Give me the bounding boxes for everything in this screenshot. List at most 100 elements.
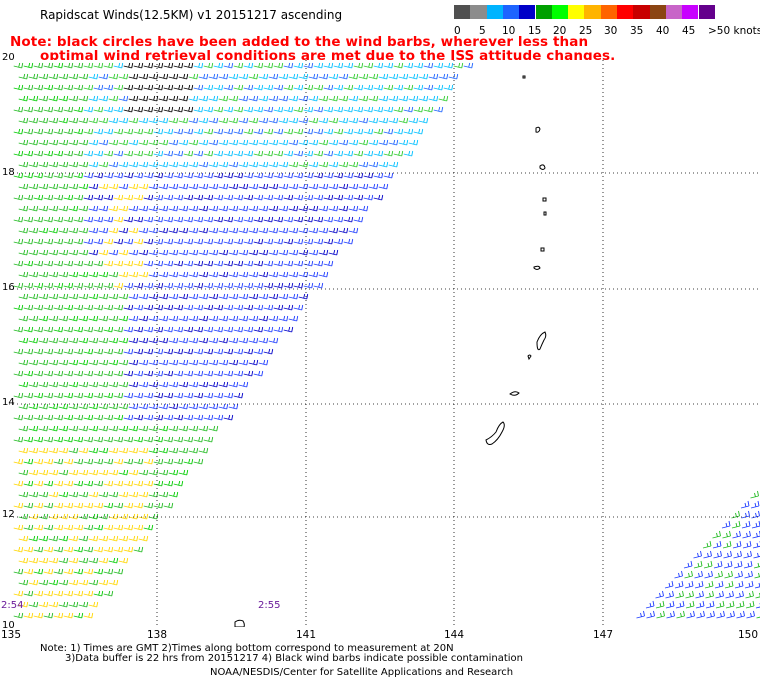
wind-barb: [143, 172, 154, 179]
wind-barb: [248, 337, 259, 344]
wind-barb: [683, 560, 693, 569]
wind-barb: [198, 293, 209, 300]
wind-barb: [23, 480, 34, 487]
wind-barb: [98, 73, 109, 80]
wind-barb: [208, 315, 219, 322]
wind-barb: [23, 458, 34, 465]
wind-barb: [243, 216, 254, 223]
wind-barb: [318, 183, 329, 190]
wind-barb: [218, 293, 229, 300]
wind-barb: [223, 128, 234, 135]
wind-barb: [128, 117, 139, 124]
scale-label: 5: [479, 25, 486, 37]
wind-barb: [18, 139, 29, 146]
wind-barb: [163, 172, 174, 179]
wind-barb: [133, 282, 144, 289]
wind-barb: [308, 161, 319, 168]
wind-barb: [363, 150, 374, 157]
wind-barb: [183, 84, 194, 91]
wind-barb: [53, 546, 64, 553]
wind-barb: [68, 95, 79, 102]
wind-barb: [298, 161, 309, 168]
wind-barb: [328, 183, 339, 190]
wind-barb: [178, 271, 189, 278]
wind-barb: [58, 381, 69, 388]
wind-barb: [108, 579, 119, 586]
wind-barb: [143, 480, 154, 487]
wind-barb: [163, 260, 174, 267]
wind-barb: [303, 282, 314, 289]
wind-barb: [58, 513, 69, 520]
wind-barb: [243, 370, 254, 377]
wind-barb: [218, 381, 229, 388]
wind-barb: [228, 139, 239, 146]
wind-barb: [388, 73, 399, 80]
wind-barb: [318, 117, 329, 124]
wind-barb: [153, 194, 164, 201]
wind-barb: [338, 161, 349, 168]
wind-barb: [28, 447, 39, 454]
wind-barb: [328, 73, 339, 80]
wind-barb: [313, 106, 324, 113]
wind-barb: [78, 337, 89, 344]
wind-barb: [725, 590, 734, 599]
wind-barb: [333, 216, 344, 223]
wind-barb: [118, 491, 129, 498]
wind-barb: [133, 414, 144, 421]
wind-barb: [198, 95, 209, 102]
wind-barb: [193, 62, 204, 69]
wind-barb: [428, 73, 439, 80]
wind-barb: [18, 359, 29, 366]
wind-barb: [193, 304, 204, 311]
wind-barb: [58, 183, 69, 190]
wind-barb: [408, 73, 419, 80]
wind-barb: [203, 194, 214, 201]
wind-barb: [318, 139, 329, 146]
wind-barb: [756, 616, 760, 619]
wind-barb: [53, 590, 64, 597]
wind-barb: [398, 117, 409, 124]
wind-barb: [108, 271, 119, 278]
island-rota: [509, 391, 520, 396]
wind-barb: [313, 238, 324, 245]
wind-barb: [123, 326, 134, 333]
wind-barb: [713, 560, 723, 569]
wind-barb: [273, 216, 284, 223]
wind-barb: [173, 216, 184, 223]
wind-barb: [323, 84, 334, 91]
wind-barb: [238, 227, 249, 234]
wind-barb: [103, 216, 114, 223]
wind-barb: [268, 73, 279, 80]
wind-barb: [253, 194, 264, 201]
wind-barb: [58, 117, 69, 124]
wind-barb: [98, 205, 109, 212]
wind-barbs-layer: [13, 62, 760, 619]
wind-barb: [348, 73, 359, 80]
wind-barb: [158, 293, 169, 300]
wind-barb: [23, 568, 34, 575]
wind-barb: [338, 117, 349, 124]
wind-barb: [28, 579, 39, 586]
wind-barb: [118, 535, 129, 542]
wind-barb: [706, 610, 715, 619]
wind-barb: [218, 249, 229, 256]
wind-barb: [28, 403, 39, 410]
wind-barb: [123, 282, 134, 289]
wind-barb: [83, 194, 94, 201]
wind-barb: [98, 381, 109, 388]
wind-barb: [128, 271, 139, 278]
wind-barb: [98, 139, 109, 146]
scale-swatch: [682, 5, 699, 19]
wind-barb: [233, 260, 244, 267]
wind-barb: [243, 194, 254, 201]
wind-barb: [93, 172, 104, 179]
wind-barb: [378, 161, 389, 168]
wind-barb: [308, 227, 319, 234]
wind-barb: [308, 95, 319, 102]
wind-barb: [373, 150, 384, 157]
wind-barb: [48, 315, 59, 322]
wind-barb: [173, 106, 184, 113]
wind-barb: [273, 150, 284, 157]
wind-barb: [268, 117, 279, 124]
wind-barb: [183, 216, 194, 223]
